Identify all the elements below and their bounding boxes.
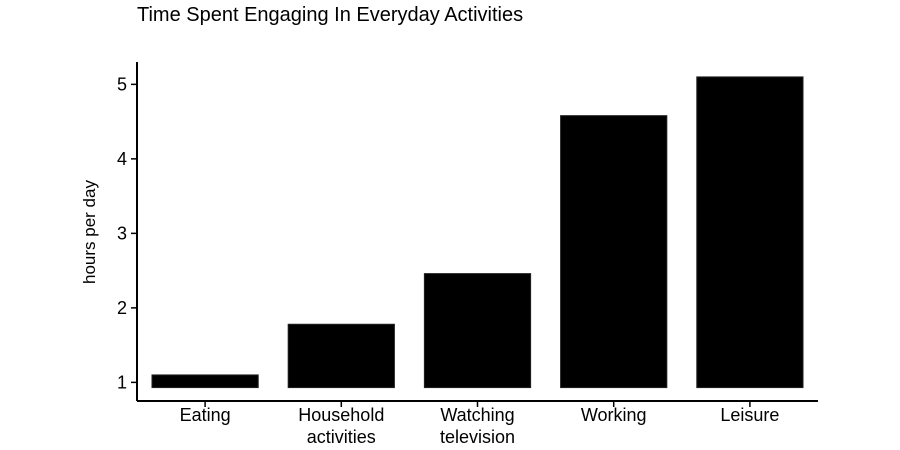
x-tick-label: Eating [180, 405, 231, 425]
y-axis-ticks: 1 2 3 4 5 [117, 74, 137, 392]
y-tick-label: 3 [117, 223, 127, 243]
x-tick-label: Leisure [720, 405, 779, 425]
x-tick-label: Working [581, 405, 647, 425]
y-tick-label: 1 [117, 372, 127, 392]
bar-household-activities [287, 323, 395, 389]
x-tick-label: Household activities [298, 405, 384, 447]
bar-watching-television [423, 273, 532, 389]
y-tick-label: 5 [117, 74, 127, 94]
bar-eating [151, 374, 259, 389]
x-tick-label: Watching television [440, 405, 515, 447]
y-tick-label: 2 [117, 298, 127, 318]
bar-leisure [696, 76, 804, 389]
bar-working [560, 115, 668, 389]
y-axis-title: hours per day [80, 180, 99, 284]
bars-group [151, 76, 804, 389]
chart-title: Time Spent Engaging In Everyday Activiti… [137, 4, 524, 26]
y-tick-label: 4 [117, 149, 127, 169]
x-axis-ticks: Eating Household activities Watching televis… [180, 401, 779, 447]
